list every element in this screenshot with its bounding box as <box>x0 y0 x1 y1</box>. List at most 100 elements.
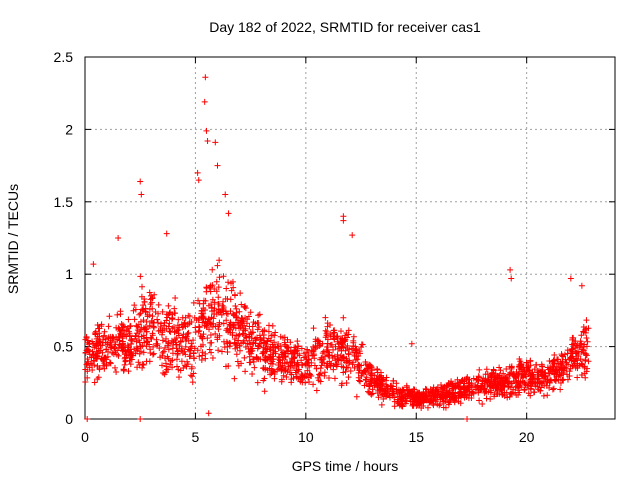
data-point <box>343 379 350 386</box>
data-point <box>132 335 139 342</box>
data-point <box>278 376 285 383</box>
data-point <box>325 374 332 381</box>
data-point <box>313 365 320 372</box>
data-point <box>507 266 514 273</box>
data-point <box>292 369 299 376</box>
data-point <box>450 385 457 392</box>
data-point <box>363 376 370 383</box>
data-point <box>155 301 162 308</box>
data-point <box>283 343 290 350</box>
data-point <box>388 382 395 389</box>
data-point <box>151 291 158 298</box>
data-point <box>205 410 212 417</box>
data-point <box>272 329 279 336</box>
data-point <box>309 352 316 359</box>
data-point <box>119 347 126 354</box>
data-point <box>546 358 553 365</box>
data-point <box>323 347 330 354</box>
data-point <box>355 361 362 368</box>
data-point <box>139 361 146 368</box>
data-point <box>579 361 586 368</box>
data-point <box>447 381 454 388</box>
data-point <box>207 331 214 338</box>
data-point <box>464 416 471 422</box>
data-point <box>347 368 354 375</box>
data-point <box>445 380 452 387</box>
data-point <box>310 381 317 388</box>
data-point <box>178 345 185 352</box>
data-point <box>173 341 180 348</box>
data-point <box>310 325 317 332</box>
data-point <box>105 334 112 341</box>
data-point <box>171 329 178 336</box>
data-point <box>93 342 100 349</box>
data-point <box>140 349 147 356</box>
data-point <box>182 343 189 350</box>
data-point <box>202 74 209 81</box>
data-point <box>139 283 146 290</box>
data-point <box>132 350 139 357</box>
data-point <box>190 299 197 306</box>
data-point <box>147 349 154 356</box>
data-point <box>267 360 274 367</box>
data-point <box>125 316 132 323</box>
data-point <box>458 377 465 384</box>
data-point <box>188 319 195 326</box>
data-point <box>179 334 186 341</box>
data-point <box>265 322 272 329</box>
data-point <box>177 339 184 346</box>
data-point <box>139 307 146 314</box>
data-point <box>91 362 98 369</box>
data-point <box>210 307 217 314</box>
data-point <box>230 284 237 291</box>
data-point <box>225 362 232 369</box>
data-point <box>100 332 107 339</box>
data-point <box>165 339 172 346</box>
data-point <box>138 191 145 198</box>
data-point <box>275 356 282 363</box>
data-point <box>122 354 129 361</box>
data-point <box>573 349 580 356</box>
data-point <box>185 337 192 344</box>
data-point <box>504 378 511 385</box>
data-point <box>559 367 566 374</box>
data-point <box>94 363 101 370</box>
data-point <box>354 356 361 363</box>
data-point <box>159 362 166 369</box>
data-point <box>507 371 514 378</box>
data-point <box>194 347 201 354</box>
y-tick-label: 0 <box>65 411 73 427</box>
data-point <box>232 302 239 309</box>
data-point <box>163 363 170 370</box>
data-point <box>469 389 476 396</box>
data-point <box>227 308 234 315</box>
data-point <box>342 368 349 375</box>
data-point <box>558 352 565 359</box>
data-point <box>287 369 294 376</box>
data-point <box>211 299 218 306</box>
data-point <box>149 305 156 312</box>
data-point <box>84 374 91 381</box>
data-point <box>487 382 494 389</box>
data-point <box>180 331 187 338</box>
data-point <box>265 328 272 335</box>
data-point <box>523 359 530 366</box>
data-point <box>225 329 232 336</box>
data-point <box>278 346 285 353</box>
data-point <box>83 361 90 368</box>
data-point <box>291 354 298 361</box>
data-point <box>424 395 431 402</box>
data-point <box>254 355 261 362</box>
data-point <box>246 353 253 360</box>
data-point <box>244 316 251 323</box>
x-tick-label: 20 <box>519 429 535 445</box>
data-point <box>249 356 256 363</box>
data-point <box>143 318 150 325</box>
data-point <box>378 401 385 408</box>
data-point <box>231 340 238 347</box>
data-point <box>470 375 477 382</box>
data-point <box>440 384 447 391</box>
data-point <box>544 364 551 371</box>
data-point <box>351 364 358 371</box>
